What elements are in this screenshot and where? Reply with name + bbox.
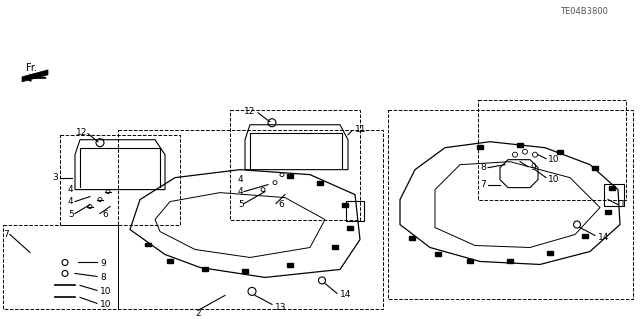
Bar — [605, 210, 611, 213]
Text: 8: 8 — [480, 163, 486, 172]
Bar — [347, 226, 353, 230]
Bar — [202, 267, 208, 271]
Bar — [477, 145, 483, 149]
Text: 7: 7 — [480, 180, 486, 189]
Bar — [467, 259, 473, 263]
Bar — [287, 263, 293, 267]
Bar — [167, 259, 173, 263]
Text: 4: 4 — [68, 197, 74, 206]
Text: 5: 5 — [68, 210, 74, 219]
Text: 13: 13 — [275, 303, 287, 312]
Text: 10: 10 — [100, 300, 111, 309]
Text: 14: 14 — [598, 233, 609, 242]
Text: 10: 10 — [548, 155, 559, 164]
Bar — [242, 270, 248, 273]
Bar — [592, 166, 598, 170]
Text: Fr.: Fr. — [26, 63, 37, 73]
Bar — [409, 235, 415, 240]
Bar — [582, 234, 588, 238]
Bar — [287, 174, 293, 178]
Text: 9: 9 — [530, 163, 536, 172]
Bar — [547, 251, 553, 256]
Text: 6: 6 — [102, 210, 108, 219]
Bar — [60, 135, 180, 225]
Text: 14: 14 — [340, 290, 351, 299]
Text: 8: 8 — [100, 273, 106, 282]
Text: 12: 12 — [76, 128, 88, 137]
Text: 1: 1 — [620, 200, 626, 209]
Bar — [507, 259, 513, 263]
Bar — [3, 225, 118, 309]
Text: 10: 10 — [548, 175, 559, 184]
Text: 2: 2 — [195, 309, 200, 318]
Bar — [230, 110, 360, 219]
Polygon shape — [22, 70, 48, 82]
Text: 6: 6 — [278, 200, 284, 209]
Bar — [517, 143, 523, 147]
Bar — [342, 203, 348, 207]
Text: 4: 4 — [68, 185, 74, 194]
Bar — [435, 252, 441, 256]
Text: 4: 4 — [238, 175, 244, 184]
Bar — [118, 130, 383, 309]
Text: 7: 7 — [3, 230, 9, 239]
Text: 5: 5 — [238, 200, 244, 209]
Text: TE04B3800: TE04B3800 — [560, 7, 608, 17]
Bar — [478, 100, 626, 200]
Bar — [609, 186, 615, 189]
Text: 12: 12 — [244, 107, 255, 116]
Text: 4: 4 — [238, 187, 244, 196]
Bar — [388, 110, 633, 300]
Text: 9: 9 — [100, 259, 106, 268]
Bar — [145, 242, 151, 247]
Bar — [332, 246, 338, 249]
Bar — [557, 150, 563, 154]
Text: 10: 10 — [100, 287, 111, 296]
Text: 11: 11 — [355, 125, 367, 134]
Bar — [317, 181, 323, 185]
Text: 3: 3 — [52, 173, 58, 182]
